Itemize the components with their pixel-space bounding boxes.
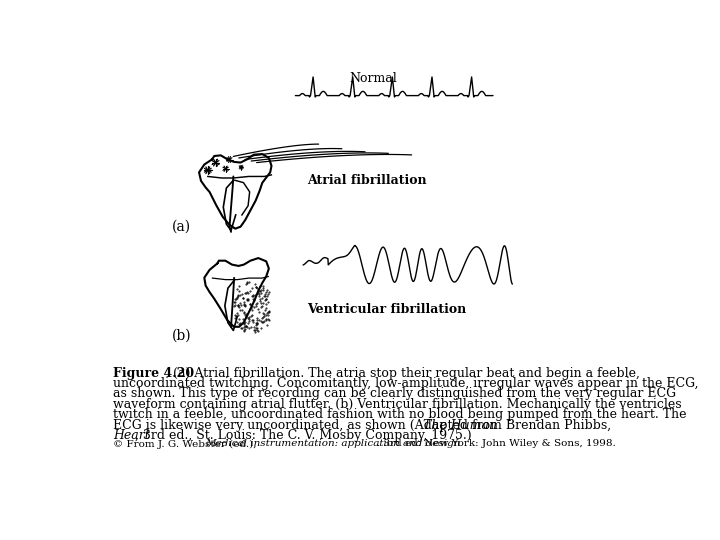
- Text: Heart: Heart: [113, 429, 150, 442]
- Text: (a) Atrial fibrillation. The atria stop their regular beat and begin a feeble,: (a) Atrial fibrillation. The atria stop …: [169, 367, 640, 380]
- Text: Normal: Normal: [349, 72, 397, 85]
- Text: © From J. G. Webster (ed.),: © From J. G. Webster (ed.),: [113, 440, 260, 449]
- Text: (b): (b): [171, 329, 192, 343]
- Text: (a): (a): [172, 219, 191, 233]
- Text: Medical instrumentation: application and design: Medical instrumentation: application and…: [204, 440, 460, 448]
- Text: as shown. This type of recording can be clearly distinguished from the very regu: as shown. This type of recording can be …: [113, 387, 676, 401]
- Text: , 3rd ed., St. Louis: The C. V. Mosby Company, 1975.): , 3rd ed., St. Louis: The C. V. Mosby Co…: [135, 429, 472, 442]
- Text: The Human: The Human: [423, 418, 498, 431]
- Text: ECG is likewise very uncoordinated, as shown (Adapted from Brendan Phibbs,: ECG is likewise very uncoordinated, as s…: [113, 418, 616, 431]
- Text: uncoordinated twitching. Concomitantly, low-amplitude, irregular waves appear in: uncoordinated twitching. Concomitantly, …: [113, 377, 698, 390]
- Text: . 3rd ed. New York: John Wiley & Sons, 1998.: . 3rd ed. New York: John Wiley & Sons, 1…: [377, 440, 616, 448]
- Text: waveform containing atrial flutter. (b) Ventricular fibrillation. Mechanically t: waveform containing atrial flutter. (b) …: [113, 398, 682, 411]
- Text: Figure 4.20: Figure 4.20: [113, 367, 194, 380]
- Text: twitch in a feeble, uncoordinated fashion with no blood being pumped from the he: twitch in a feeble, uncoordinated fashio…: [113, 408, 687, 421]
- Text: Ventricular fibrillation: Ventricular fibrillation: [307, 303, 467, 316]
- Text: Atrial fibrillation: Atrial fibrillation: [307, 174, 427, 187]
